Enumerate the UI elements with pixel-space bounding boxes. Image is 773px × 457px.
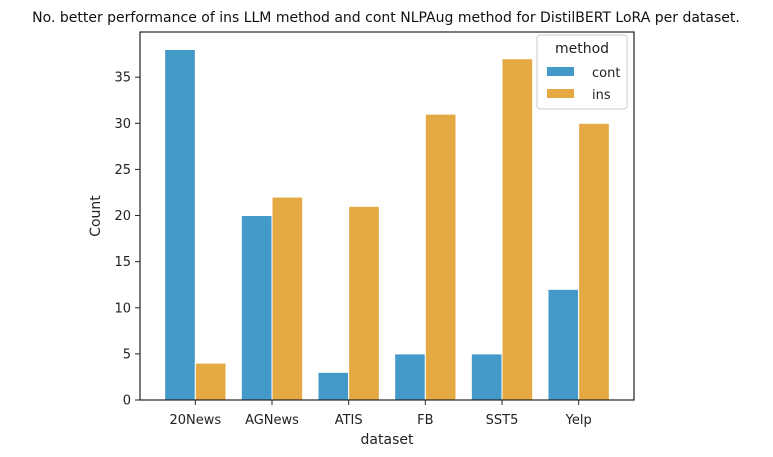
chart-title: No. better performance of ins LLM method… (32, 10, 740, 26)
x-tick-label: FB (417, 413, 433, 428)
y-tick-label: 35 (114, 71, 131, 86)
bar-ins-FB (424, 113, 457, 401)
y-tick-label: 25 (114, 163, 131, 178)
bar-ins-20News (194, 362, 227, 401)
legend-title: method (555, 41, 609, 57)
bar-cont-FB (394, 353, 426, 401)
x-axis-label: dataset (361, 432, 414, 448)
y-tick-label: 0 (123, 394, 131, 409)
x-tick-label: SST5 (486, 413, 519, 428)
x-ticks: 20News AGNews ATIS FB SST5 Yelp (169, 400, 592, 428)
legend-label-cont: cont (592, 66, 620, 81)
x-tick-label: AGNews (245, 413, 299, 428)
y-tick-label: 20 (114, 209, 131, 224)
x-tick-label: 20News (169, 413, 221, 428)
bars-group (164, 49, 610, 401)
bar-cont-SST5 (470, 353, 503, 401)
bar-ins-Yelp (578, 122, 610, 401)
x-tick-label: Yelp (565, 413, 592, 428)
y-tick-label: 5 (123, 347, 131, 362)
bar-cont-Yelp (547, 288, 580, 401)
y-tick-label: 30 (114, 117, 131, 132)
bar-ins-ATIS (348, 205, 380, 401)
bar-cont-ATIS (317, 371, 350, 401)
legend-swatch-ins (547, 89, 574, 98)
legend-swatch-cont (547, 67, 574, 76)
bar-cont-20News (164, 49, 196, 401)
x-tick-label: ATIS (335, 413, 363, 428)
y-tick-label: 15 (114, 255, 131, 270)
legend-label-ins: ins (592, 88, 611, 103)
legend: method cont ins (536, 34, 628, 110)
bar-ins-SST5 (501, 58, 534, 401)
y-axis-label: Count (88, 195, 104, 237)
bar-cont-AGNews (240, 215, 273, 401)
y-ticks: 0 5 10 15 20 25 30 35 (114, 71, 140, 409)
y-tick-label: 10 (114, 301, 131, 316)
plot-frame (139, 31, 635, 401)
bar-ins-AGNews (271, 196, 304, 401)
